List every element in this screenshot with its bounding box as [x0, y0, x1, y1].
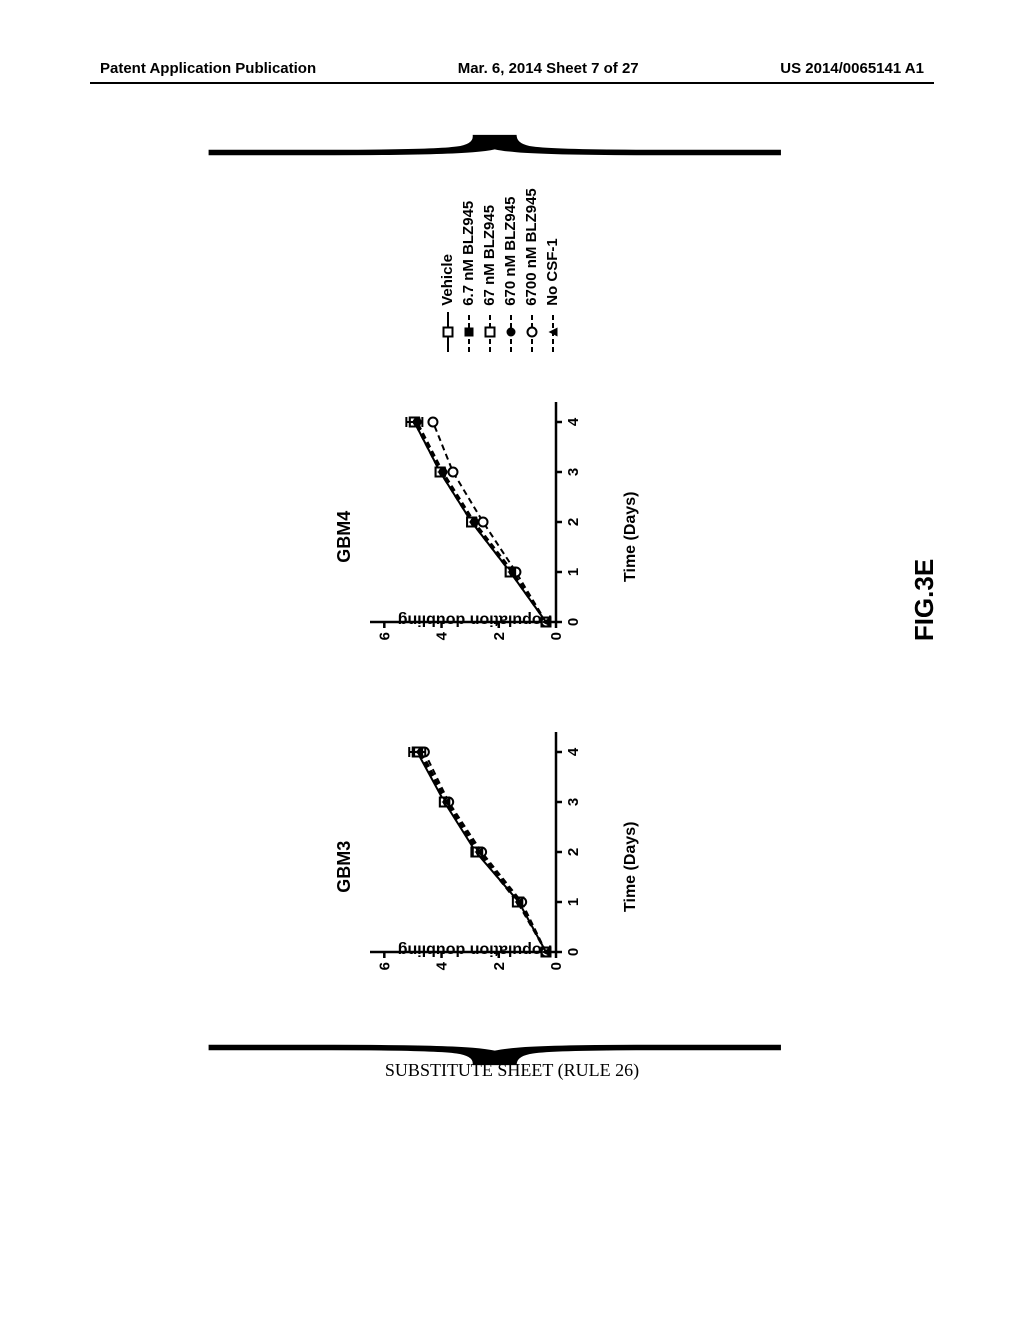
- legend-marker-icon: [482, 312, 498, 352]
- substitute-sheet-label: SUBSTITUTE SHEET (RULE 26): [385, 1060, 639, 1081]
- legend-item: 670 nM BLZ945: [500, 188, 521, 352]
- chart-title-gbm4: GBM4: [334, 511, 355, 563]
- svg-text:1: 1: [565, 568, 582, 576]
- legend-label: 6.7 nM BLZ945: [458, 201, 479, 306]
- svg-text:4: 4: [565, 417, 582, 426]
- svg-text:2: 2: [491, 632, 508, 640]
- chart-row: GBM3 Population doubling 024601234 Time …: [120, 150, 880, 1050]
- svg-text:6: 6: [376, 632, 393, 640]
- legend-item: No CSF-1: [542, 188, 563, 352]
- plot-gbm3: 0 2 4 6 0 1 2 3 4: [360, 722, 590, 982]
- rotated-content: GBM3 Population doubling 024601234 Time …: [120, 150, 880, 1050]
- legend-label: 6700 nM BLZ945: [521, 188, 542, 306]
- legend-marker-icon: [503, 312, 519, 352]
- svg-text:3: 3: [565, 468, 582, 476]
- svg-text:3: 3: [565, 798, 582, 806]
- legend-marker-icon: [461, 312, 477, 352]
- chart-gbm3: GBM3 Population doubling 024601234 Time …: [360, 722, 640, 1012]
- header-center: Mar. 6, 2014 Sheet 7 of 27: [458, 60, 639, 77]
- svg-text:0: 0: [565, 618, 582, 626]
- legend-label: No CSF-1: [542, 238, 563, 306]
- svg-text:4: 4: [565, 747, 582, 756]
- legend-marker-icon: [545, 312, 561, 352]
- x-axis-label-gbm4: Time (Days): [622, 492, 640, 582]
- legend-label: 670 nM BLZ945: [500, 197, 521, 306]
- svg-text:6: 6: [376, 962, 393, 970]
- legend-item: 6.7 nM BLZ945: [458, 188, 479, 352]
- svg-text:4: 4: [434, 961, 451, 970]
- legend-item: Vehicle: [437, 188, 458, 352]
- chart-title-gbm3: GBM3: [334, 841, 355, 893]
- brace-right-icon: ⎬: [260, 130, 740, 175]
- legend-marker-icon: [524, 312, 540, 352]
- legend-item: 67 nM BLZ945: [479, 188, 500, 352]
- svg-text:0: 0: [548, 962, 565, 970]
- x-axis-label-gbm3: Time (Days): [622, 822, 640, 912]
- plot-gbm4: 0 2 4 6 0 1 2 3 4: [360, 392, 590, 652]
- chart-gbm4: GBM4 Population doubling 024601234 Time …: [360, 392, 640, 682]
- legend-label: 67 nM BLZ945: [479, 205, 500, 306]
- svg-text:0: 0: [548, 632, 565, 640]
- svg-text:2: 2: [565, 518, 582, 526]
- header-divider: [90, 82, 934, 84]
- figure-label: FIG.3E: [909, 559, 940, 641]
- header-right: US 2014/0065141 A1: [780, 60, 924, 77]
- svg-text:1: 1: [565, 898, 582, 906]
- svg-text:2: 2: [565, 848, 582, 856]
- svg-text:0: 0: [565, 948, 582, 956]
- legend-marker-icon: [440, 312, 456, 352]
- figure-area: GBM3 Population doubling 024601234 Time …: [120, 150, 880, 1050]
- legend-label: Vehicle: [437, 254, 458, 306]
- patent-header: Patent Application Publication Mar. 6, 2…: [0, 60, 1024, 77]
- svg-text:4: 4: [434, 631, 451, 640]
- legend-item: 6700 nM BLZ945: [521, 188, 542, 352]
- legend: Vehicle6.7 nM BLZ94567 nM BLZ945670 nM B…: [437, 188, 563, 352]
- header-left: Patent Application Publication: [100, 60, 316, 77]
- svg-text:2: 2: [491, 962, 508, 970]
